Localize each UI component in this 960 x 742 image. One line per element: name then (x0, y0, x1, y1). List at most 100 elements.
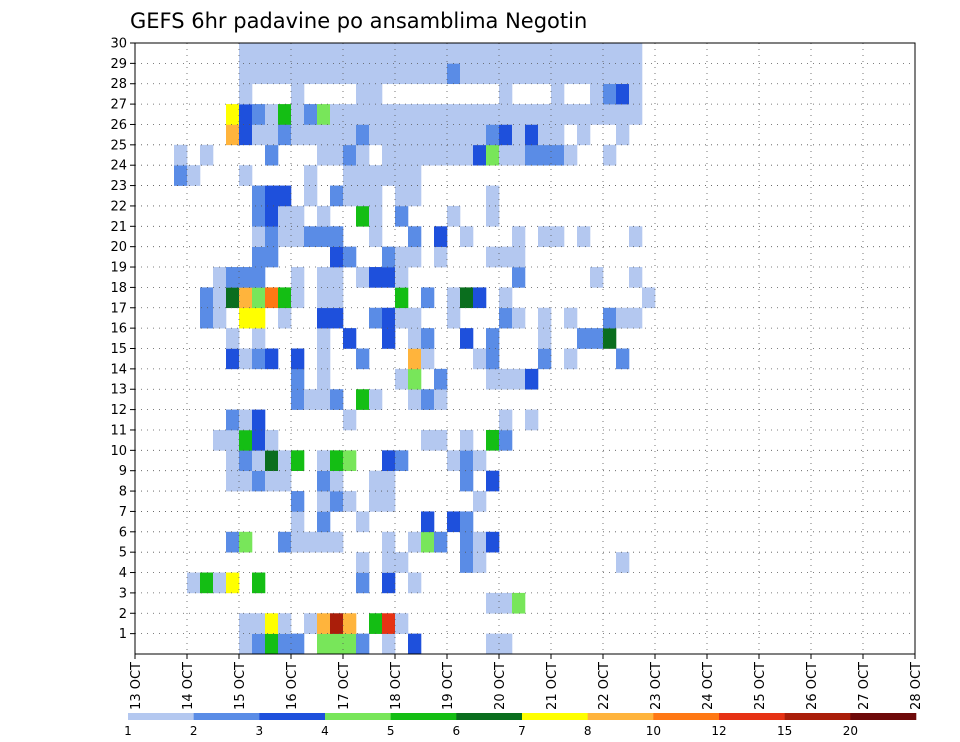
heatmap-cell (278, 307, 292, 329)
heatmap-cell (252, 613, 266, 634)
heatmap-cell (421, 144, 435, 166)
colorbar-swatch (784, 713, 851, 720)
heatmap-cell (408, 531, 422, 553)
heatmap-cell (395, 185, 409, 207)
heatmap-cell (317, 328, 331, 349)
heatmap-cell (330, 470, 344, 492)
heatmap-cell (408, 124, 422, 146)
heatmap-cell (395, 267, 409, 288)
heatmap-cell (421, 531, 435, 553)
heatmap-cell (512, 63, 526, 85)
heatmap-cell (239, 83, 253, 105)
heatmap-cell (408, 368, 422, 390)
heatmap-cell (551, 83, 565, 105)
heatmap-cell (278, 205, 292, 227)
colorbar: 1 2 3 4 5 6 7 8 10 12 15 20 (124, 713, 917, 738)
heatmap-cell (590, 43, 604, 64)
heatmap-cell (369, 83, 383, 105)
heatmap-cell (356, 185, 370, 207)
heatmap-cell (239, 104, 253, 125)
heatmap-cell (187, 165, 201, 186)
y-tick-label: 3 (119, 586, 127, 601)
heatmap-cell (226, 531, 240, 553)
heatmap-cell (369, 63, 383, 85)
heatmap-cell (252, 124, 266, 146)
heatmap-cell (330, 491, 344, 512)
heatmap-cell (525, 63, 539, 85)
heatmap-cell (369, 165, 383, 186)
heatmap-cell (551, 144, 565, 166)
heatmap-cell (330, 633, 344, 655)
heatmap-cell (291, 83, 305, 105)
heatmap-cell (499, 63, 513, 85)
heatmap-cell (486, 592, 500, 614)
heatmap-cell (330, 531, 344, 553)
heatmap-cell (330, 43, 344, 64)
y-tick-label: 20 (110, 240, 127, 255)
colorbar-swatch (850, 713, 917, 720)
heatmap-cell (421, 104, 435, 125)
heatmap-cell (447, 205, 461, 227)
heatmap-cell (408, 307, 422, 329)
y-tick-label: 2 (119, 607, 127, 622)
heatmap-cell (382, 491, 396, 512)
heatmap-cell (278, 450, 292, 471)
heatmap-cell (239, 613, 253, 634)
heatmap-cell (486, 124, 500, 146)
heatmap-cell (434, 43, 448, 64)
heatmap-cell (577, 226, 591, 247)
y-tick-label: 18 (110, 281, 127, 296)
heatmap-cell (356, 83, 370, 105)
heatmap-cell (330, 63, 344, 85)
colorbar-label: 10 (646, 724, 661, 738)
colorbar-label: 20 (843, 724, 858, 738)
heatmap-cell (395, 63, 409, 85)
heatmap-cell (304, 104, 318, 125)
heatmap-cell (265, 429, 279, 451)
heatmap-cell (239, 287, 253, 309)
x-tick-label: 23 OCT (649, 662, 664, 710)
heatmap-cell (356, 552, 370, 573)
heatmap-cell (291, 124, 305, 146)
heatmap-cell (330, 144, 344, 166)
heatmap-cell (226, 287, 240, 309)
heatmap-cell (382, 144, 396, 166)
heatmap-cell (317, 368, 331, 390)
heatmap-cell (564, 43, 578, 64)
heatmap-cell (447, 450, 461, 471)
heatmap-cell (525, 368, 539, 390)
heatmap-cell (512, 267, 526, 288)
heatmap-cell (499, 124, 513, 146)
heatmap-cell (421, 389, 435, 410)
heatmap-cell (356, 205, 370, 227)
heatmap-cell (226, 450, 240, 471)
heatmap-cell (213, 429, 227, 451)
heatmap-cell (356, 63, 370, 85)
heatmap-cell (226, 348, 240, 370)
colorbar-label: 7 (518, 724, 526, 738)
heatmap-cell (434, 63, 448, 85)
y-tick-label: 23 (110, 179, 127, 194)
y-tick-label: 19 (110, 261, 127, 276)
heatmap-cell (252, 287, 266, 309)
heatmap-cell (317, 63, 331, 85)
heatmap-cell (291, 63, 305, 85)
heatmap-cell (369, 104, 383, 125)
heatmap-cell (460, 124, 474, 146)
heatmap-cell (603, 83, 617, 105)
heatmap-cell (330, 450, 344, 471)
heatmap-cell (291, 531, 305, 553)
heatmap-cell (317, 613, 331, 634)
heatmap-cell (460, 511, 474, 533)
heatmap-cell (460, 43, 474, 64)
y-tick-label: 4 (119, 566, 127, 581)
heatmap-cell (382, 246, 396, 268)
heatmap-cell (460, 450, 474, 471)
heatmap-cell (473, 348, 487, 370)
colorbar-label: 2 (190, 724, 198, 738)
heatmap-cell (382, 43, 396, 64)
colorbar-swatch (259, 713, 326, 720)
heatmap-cell (382, 633, 396, 655)
heatmap-cell (382, 267, 396, 288)
heatmap-cell (460, 470, 474, 492)
